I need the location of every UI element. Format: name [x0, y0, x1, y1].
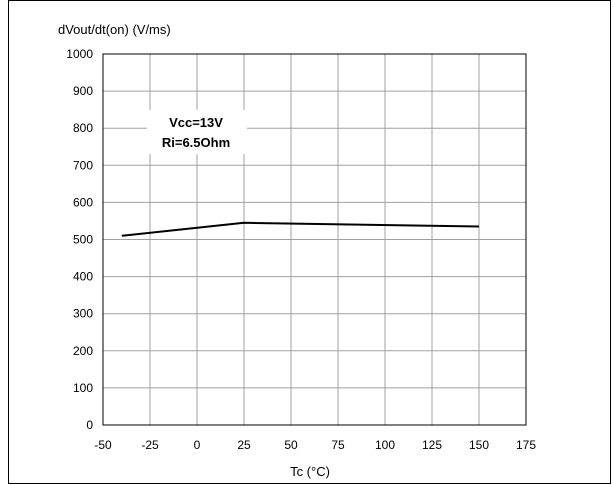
x-tick-label: 150 — [469, 438, 489, 452]
y-tick-label: 600 — [73, 195, 93, 209]
y-tick-label: 800 — [73, 121, 93, 135]
plot-area — [102, 53, 527, 426]
x-tick-label: 50 — [284, 438, 298, 452]
y-tick-label: 700 — [73, 158, 93, 172]
y-tick-label: 0 — [86, 418, 93, 432]
y-tick-label: 900 — [73, 84, 93, 98]
condition-annotation: Vcc=13V Ri=6.5Ohm — [147, 110, 247, 154]
series-line — [121, 221, 480, 237]
x-tick-label: 25 — [237, 438, 251, 452]
y-tick-label: 500 — [73, 233, 93, 247]
y-axis-label: dVout/dt(on) (V/ms) — [58, 22, 171, 37]
x-tick-label: -25 — [141, 438, 159, 452]
y-tick-label: 1000 — [66, 47, 93, 61]
x-tick-labels: -50 -25 0 25 50 75 100 125 150 175 — [94, 438, 536, 452]
y-tick-labels: 0 100 200 300 400 500 600 700 800 900 1000 — [66, 47, 93, 432]
chart-frame — [8, 0, 611, 484]
annotation-vcc: Vcc=13V — [169, 115, 223, 130]
x-tick-label: 175 — [516, 438, 536, 452]
series-group — [121, 221, 480, 237]
x-tick-label: 125 — [422, 438, 442, 452]
x-tick-label: 0 — [194, 438, 201, 452]
x-tick-label: 100 — [375, 438, 395, 452]
y-tick-label: 400 — [73, 270, 93, 284]
x-tick-label: 75 — [331, 438, 345, 452]
x-tick-label: -50 — [94, 438, 112, 452]
x-axis-label: Tc (°C) — [290, 464, 330, 479]
grid — [102, 53, 527, 426]
y-tick-label: 200 — [73, 344, 93, 358]
annotation-ri: Ri=6.5Ohm — [162, 135, 230, 150]
y-tick-label: 300 — [73, 307, 93, 321]
y-tick-label: 100 — [73, 381, 93, 395]
